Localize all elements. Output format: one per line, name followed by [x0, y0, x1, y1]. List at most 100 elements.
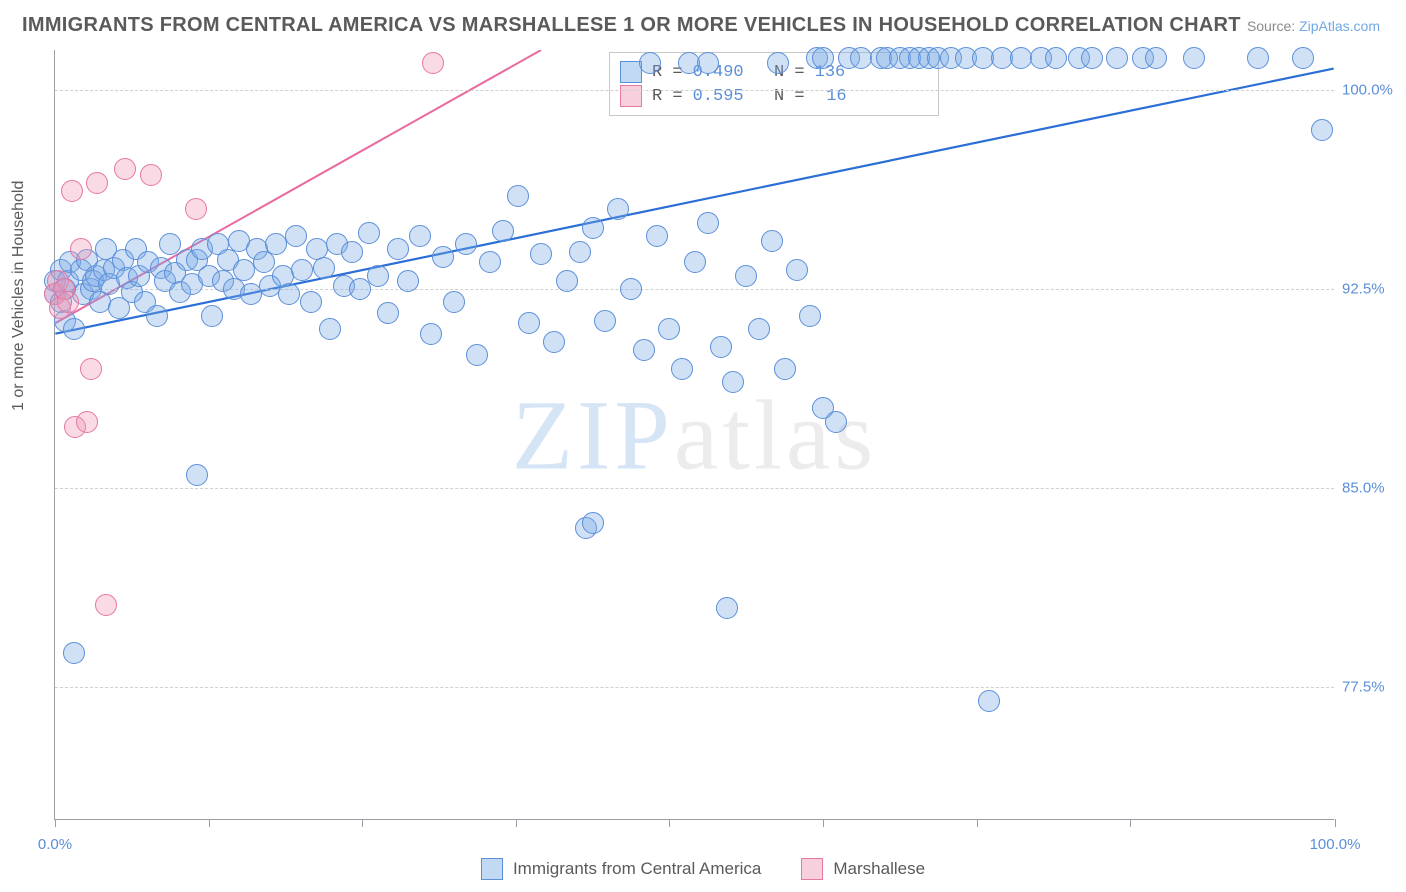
bottom-legend-swatch-pink: [801, 858, 823, 880]
bottom-legend-item-pink: Marshallese: [801, 858, 925, 880]
data-point-blue: [978, 690, 1000, 712]
bottom-legend: Immigrants from Central America Marshall…: [0, 858, 1406, 880]
chart-title: IMMIGRANTS FROM CENTRAL AMERICA VS MARSH…: [22, 14, 1241, 37]
x-tick-label: 100.0%: [1310, 836, 1361, 853]
data-point-blue: [492, 220, 514, 242]
data-point-blue: [1145, 47, 1167, 69]
data-point-blue: [455, 233, 477, 255]
data-point-pink: [76, 411, 98, 433]
data-point-blue: [420, 323, 442, 345]
bottom-legend-label-pink: Marshallese: [833, 859, 925, 879]
x-tick: [977, 819, 978, 827]
data-point-blue: [646, 225, 668, 247]
legend-row-pink: R = 0.595 N = 16: [620, 85, 928, 107]
gridline-h: [55, 90, 1334, 91]
data-point-blue: [697, 212, 719, 234]
data-point-blue: [582, 512, 604, 534]
data-point-blue: [358, 222, 380, 244]
data-point-pink: [422, 52, 444, 74]
y-tick-label: 92.5%: [1342, 280, 1406, 297]
data-point-blue: [767, 52, 789, 74]
data-point-pink: [61, 180, 83, 202]
data-point-blue: [409, 225, 431, 247]
bottom-legend-item-blue: Immigrants from Central America: [481, 858, 761, 880]
data-point-blue: [633, 339, 655, 361]
data-point-blue: [397, 270, 419, 292]
data-point-blue: [1247, 47, 1269, 69]
trend-lines: [55, 50, 1334, 819]
x-tick-label: 0.0%: [38, 836, 72, 853]
source-link[interactable]: ZipAtlas.com: [1299, 18, 1380, 34]
data-point-blue: [799, 305, 821, 327]
y-tick-label: 85.0%: [1342, 480, 1406, 497]
data-point-blue: [658, 318, 680, 340]
data-point-blue: [710, 336, 732, 358]
source-attribution: Source: ZipAtlas.com: [1247, 18, 1380, 34]
watermark: ZIPatlas: [512, 377, 877, 492]
data-point-blue: [748, 318, 770, 340]
data-point-blue: [278, 283, 300, 305]
data-point-blue: [684, 251, 706, 273]
scatter-plot-area: ZIPatlas R = 0.490 N = 136 R = 0.595 N =…: [54, 50, 1334, 820]
data-point-blue: [607, 198, 629, 220]
x-tick: [1335, 819, 1336, 827]
data-point-blue: [594, 310, 616, 332]
data-point-blue: [786, 259, 808, 281]
data-point-blue: [367, 265, 389, 287]
data-point-blue: [387, 238, 409, 260]
x-tick: [362, 819, 363, 827]
data-point-blue: [186, 464, 208, 486]
x-tick: [209, 819, 210, 827]
data-point-blue: [1045, 47, 1067, 69]
data-point-blue: [479, 251, 501, 273]
data-point-blue: [722, 371, 744, 393]
data-point-blue: [377, 302, 399, 324]
data-point-blue: [319, 318, 341, 340]
x-tick: [516, 819, 517, 827]
data-point-blue: [556, 270, 578, 292]
data-point-pink: [140, 164, 162, 186]
y-tick-label: 77.5%: [1342, 679, 1406, 696]
data-point-blue: [543, 331, 565, 353]
data-point-blue: [63, 642, 85, 664]
data-point-blue: [761, 230, 783, 252]
data-point-blue: [518, 312, 540, 334]
data-point-blue: [1106, 47, 1128, 69]
data-point-blue: [825, 411, 847, 433]
x-tick: [1130, 819, 1131, 827]
data-point-blue: [1311, 119, 1333, 141]
data-point-pink: [86, 172, 108, 194]
data-point-blue: [1081, 47, 1103, 69]
data-point-blue: [530, 243, 552, 265]
data-point-blue: [716, 597, 738, 619]
data-point-blue: [569, 241, 591, 263]
y-axis-label: 1 or more Vehicles in Household: [10, 181, 28, 411]
data-point-blue: [620, 278, 642, 300]
data-point-blue: [432, 246, 454, 268]
data-point-blue: [774, 358, 796, 380]
x-tick: [669, 819, 670, 827]
x-tick: [55, 819, 56, 827]
data-point-blue: [735, 265, 757, 287]
data-point-blue: [201, 305, 223, 327]
legend-swatch-pink: [620, 85, 642, 107]
data-point-pink: [95, 594, 117, 616]
data-point-blue: [582, 217, 604, 239]
data-point-blue: [697, 52, 719, 74]
data-point-blue: [1292, 47, 1314, 69]
y-tick-label: 100.0%: [1342, 81, 1406, 98]
data-point-blue: [313, 257, 335, 279]
gridline-h: [55, 488, 1334, 489]
data-point-blue: [639, 52, 661, 74]
data-point-pink: [70, 238, 92, 260]
data-point-blue: [466, 344, 488, 366]
data-point-blue: [507, 185, 529, 207]
data-point-blue: [1183, 47, 1205, 69]
bottom-legend-swatch-blue: [481, 858, 503, 880]
data-point-blue: [63, 318, 85, 340]
data-point-blue: [812, 47, 834, 69]
data-point-pink: [80, 358, 102, 380]
data-point-pink: [114, 158, 136, 180]
data-point-blue: [146, 305, 168, 327]
x-tick: [823, 819, 824, 827]
